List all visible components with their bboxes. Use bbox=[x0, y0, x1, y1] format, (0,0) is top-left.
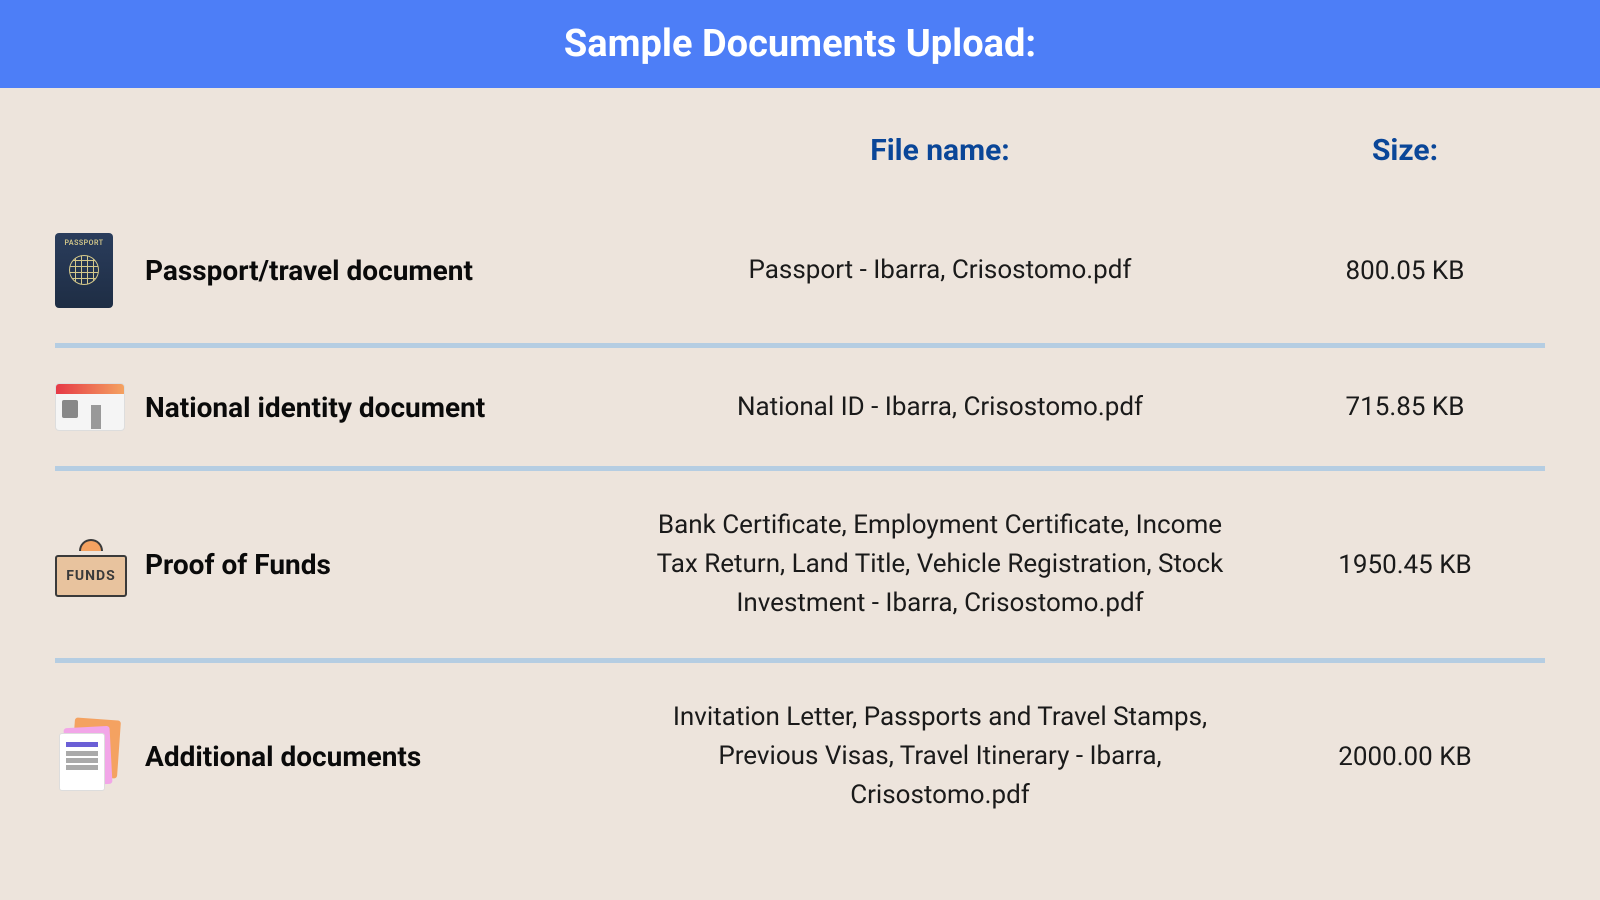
documents-icon-page bbox=[59, 733, 105, 791]
document-filename: Bank Certificate, Employment Certificate… bbox=[615, 506, 1265, 623]
documents-icon bbox=[55, 719, 125, 794]
document-label: National identity document bbox=[145, 391, 615, 424]
funds-icon: FUNDS bbox=[55, 543, 127, 597]
document-label: Additional documents bbox=[145, 740, 615, 773]
document-icon-cell bbox=[55, 383, 145, 431]
column-doc-spacer bbox=[55, 133, 615, 168]
row-divider bbox=[55, 466, 1545, 471]
document-filename: Invitation Letter, Passports and Travel … bbox=[615, 698, 1265, 815]
document-filename: National ID - Ibarra, Crisostomo.pdf bbox=[615, 388, 1265, 427]
column-header-size: Size: bbox=[1265, 133, 1545, 168]
document-size: 715.85 KB bbox=[1265, 392, 1545, 422]
page-header: Sample Documents Upload: bbox=[0, 0, 1600, 88]
row-divider bbox=[55, 343, 1545, 348]
document-size: 1950.45 KB bbox=[1265, 550, 1545, 580]
column-header-filename: File name: bbox=[615, 133, 1265, 168]
document-row-proof-of-funds: FUNDS Proof of Funds Bank Certificate, E… bbox=[55, 476, 1545, 653]
funds-icon-box: FUNDS bbox=[55, 555, 127, 597]
document-row-national-id: National identity document National ID -… bbox=[55, 353, 1545, 461]
row-divider bbox=[55, 658, 1545, 663]
passport-icon bbox=[55, 233, 113, 308]
document-label: Passport/travel document bbox=[145, 254, 615, 287]
document-row-additional: Additional documents Invitation Letter, … bbox=[55, 668, 1545, 845]
idcard-icon bbox=[55, 383, 125, 431]
page-title: Sample Documents Upload: bbox=[564, 22, 1036, 66]
funds-icon-handle bbox=[79, 539, 103, 551]
document-label: Proof of Funds bbox=[145, 548, 615, 581]
document-icon-cell bbox=[55, 233, 145, 308]
document-row-passport: Passport/travel document Passport - Ibar… bbox=[55, 203, 1545, 338]
document-icon-cell bbox=[55, 719, 145, 794]
document-icon-cell: FUNDS bbox=[55, 533, 145, 597]
content-area: File name: Size: Passport/travel documen… bbox=[0, 88, 1600, 845]
column-headers: File name: Size: bbox=[55, 118, 1545, 203]
document-size: 2000.00 KB bbox=[1265, 742, 1545, 772]
document-filename: Passport - Ibarra, Crisostomo.pdf bbox=[615, 251, 1265, 290]
document-size: 800.05 KB bbox=[1265, 256, 1545, 286]
